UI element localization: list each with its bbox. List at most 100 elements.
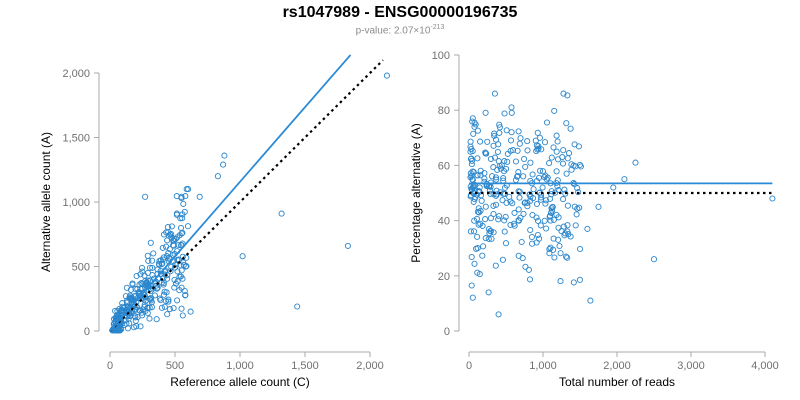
y-tick-label: 60 xyxy=(438,160,450,172)
data-point xyxy=(508,109,515,116)
data-point xyxy=(573,211,580,218)
data-point xyxy=(632,159,639,166)
data-point xyxy=(515,206,522,213)
data-point xyxy=(180,200,187,207)
data-point xyxy=(550,216,557,223)
data-point xyxy=(496,124,503,131)
data-point xyxy=(516,140,523,147)
data-point xyxy=(485,235,492,242)
data-point xyxy=(520,173,527,180)
data-point xyxy=(177,215,184,222)
data-point xyxy=(344,242,351,249)
data-point xyxy=(572,222,579,229)
data-point xyxy=(493,176,500,183)
data-point xyxy=(132,317,139,324)
data-point xyxy=(515,128,522,135)
data-point xyxy=(509,200,516,207)
data-point xyxy=(504,158,511,165)
data-point xyxy=(499,197,506,204)
data-point xyxy=(529,171,536,178)
data-point xyxy=(482,203,489,210)
data-point xyxy=(477,138,484,145)
data-point xyxy=(487,228,494,235)
data-point xyxy=(133,292,140,299)
y-tick-label: 0 xyxy=(444,326,450,338)
p-value-text: p-value: 2.07×10 xyxy=(355,25,431,37)
data-point xyxy=(575,189,582,196)
data-point xyxy=(489,173,496,180)
data-point xyxy=(553,211,560,218)
data-point xyxy=(534,146,541,153)
data-point xyxy=(551,107,558,114)
data-point xyxy=(481,175,488,182)
data-point xyxy=(560,147,567,154)
data-point xyxy=(496,129,503,136)
data-point xyxy=(536,235,543,242)
data-point xyxy=(550,235,557,242)
data-point xyxy=(515,169,522,176)
data-point xyxy=(501,217,508,224)
data-point xyxy=(170,242,177,249)
data-point xyxy=(564,254,571,261)
x-tick-label: 0 xyxy=(107,360,113,372)
data-point xyxy=(507,221,514,228)
data-point xyxy=(524,147,531,154)
data-point xyxy=(541,174,548,181)
data-point xyxy=(118,320,125,327)
data-point xyxy=(537,222,544,229)
data-point xyxy=(474,208,481,215)
data-point xyxy=(470,198,477,205)
data-points xyxy=(467,90,776,318)
data-point xyxy=(162,298,169,305)
data-point xyxy=(502,240,510,247)
data-point xyxy=(182,263,189,270)
data-point xyxy=(130,324,138,331)
y-tick-label: 40 xyxy=(438,216,450,228)
data-point xyxy=(160,291,168,298)
data-point xyxy=(562,190,569,197)
x-tick-label: 2,000 xyxy=(603,360,631,372)
data-point xyxy=(141,272,148,279)
left-scatter-panel: 0 500 1,000 1,500 2,000 0 500 1,000 1,500 2,000 Re… xyxy=(39,54,390,389)
data-point xyxy=(507,137,515,144)
data-point xyxy=(495,311,502,318)
data-point xyxy=(555,224,562,231)
data-point xyxy=(172,235,179,243)
data-point xyxy=(539,168,546,175)
data-point xyxy=(555,236,562,243)
y-tick-label: 1,500 xyxy=(62,133,90,145)
data-point xyxy=(488,235,495,242)
y-tick-label: 80 xyxy=(438,105,450,117)
data-point xyxy=(479,252,486,259)
p-value-exponent: -213 xyxy=(430,24,445,31)
data-point xyxy=(522,263,529,270)
data-point xyxy=(214,173,221,180)
data-point xyxy=(530,186,537,193)
y-tick-label: 1,000 xyxy=(62,197,90,209)
data-point xyxy=(546,246,553,253)
data-point xyxy=(184,223,192,230)
data-point xyxy=(539,184,546,191)
data-point xyxy=(149,264,156,271)
data-point xyxy=(383,72,390,79)
data-point xyxy=(548,154,555,161)
data-point xyxy=(164,311,171,318)
data-point xyxy=(181,208,188,215)
y-tick-label: 2,000 xyxy=(62,68,90,80)
data-point xyxy=(148,297,155,304)
y-axis-label: Percentage alternative (A) xyxy=(409,123,423,262)
data-point xyxy=(134,285,141,292)
data-point xyxy=(469,168,476,175)
data-point xyxy=(522,163,529,170)
data-point xyxy=(527,226,534,234)
data-point xyxy=(149,257,156,264)
data-point xyxy=(550,144,557,151)
data-point xyxy=(133,272,140,280)
data-point xyxy=(474,127,481,134)
data-point xyxy=(533,200,540,208)
data-point xyxy=(221,152,228,159)
data-point xyxy=(166,231,174,238)
data-point xyxy=(490,164,497,171)
data-point xyxy=(548,191,555,198)
data-point xyxy=(491,154,499,161)
